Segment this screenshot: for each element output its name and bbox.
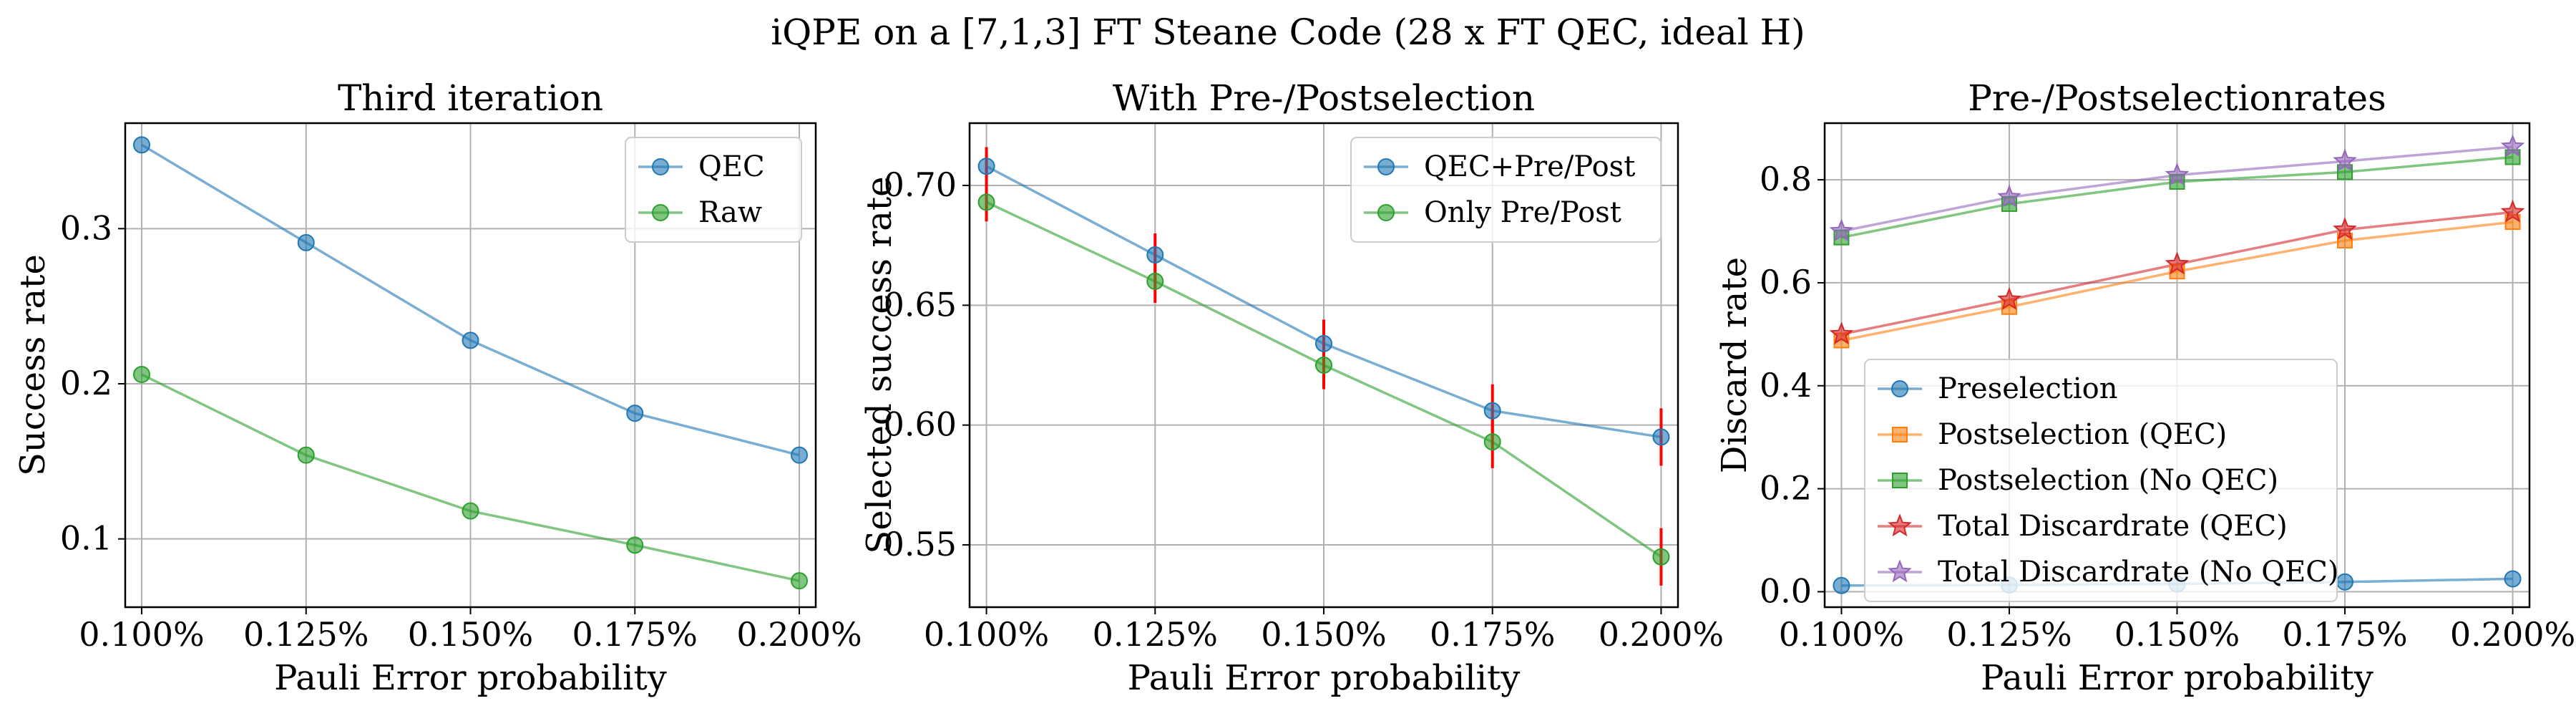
legend-marker	[1888, 513, 1912, 537]
legend-marker	[1892, 427, 1908, 442]
subplot-title: Third iteration	[338, 77, 603, 119]
legend-marker	[1377, 158, 1395, 175]
x-axis-label: Pauli Error probability	[274, 658, 667, 698]
series-1-point	[626, 405, 644, 422]
subplot-title: With Pre-/Postselection	[1113, 77, 1535, 119]
series-2-point	[1652, 548, 1670, 566]
series-5-point	[2500, 134, 2525, 158]
series-5-point	[1997, 184, 2021, 208]
x-tick-label: 0.150%	[2114, 615, 2240, 654]
legend-label: Total Discardrate (QEC)	[1938, 510, 2288, 543]
series-2-point	[1315, 357, 1332, 374]
series-5-point	[1829, 218, 1854, 242]
series-2-point	[462, 502, 479, 520]
x-tick-label: 0.125%	[1946, 615, 2072, 654]
series-4-point	[1997, 286, 2021, 311]
series-2-point	[977, 193, 995, 211]
y-tick-label: 0.60	[884, 405, 957, 444]
legend: QEC Raw	[625, 137, 802, 243]
figure-suptitle: iQPE on a [7,1,3] FT Steane Code (28 x F…	[771, 11, 1805, 53]
series-2-point	[791, 572, 809, 590]
legend-box	[1864, 359, 2338, 602]
y-tick-label: 0.2	[1760, 469, 1812, 508]
legend-label: Total Discardrate (No QEC)	[1938, 556, 2339, 589]
subplot-1: 0.100% 0.125% 0.150% 0.175% 0.200% 0.1 0.2 0.3 T…	[13, 77, 862, 698]
legend-marker	[652, 158, 669, 175]
y-tick-label: 0.2	[60, 364, 112, 402]
series-5-point	[2165, 162, 2190, 186]
series-5-point	[2333, 148, 2357, 172]
y-axis-label: Success rate	[13, 254, 53, 476]
legend-marker	[1377, 204, 1395, 221]
series-2-point	[132, 366, 150, 383]
x-tick-label: 0.200%	[2450, 615, 2575, 654]
x-tick-label: 0.200%	[1599, 615, 1724, 654]
legend-marker	[1891, 380, 1908, 397]
y-tick-label: 0.1	[60, 519, 112, 558]
series-4-point	[1829, 321, 1854, 345]
x-tick-label: 0.175%	[2282, 615, 2407, 654]
y-axis-label: Selected success rate	[859, 176, 899, 553]
subplots: 0.100% 0.125% 0.150% 0.175% 0.200% 0.1 0.2 0.3 T…	[13, 77, 2575, 698]
series-1-point	[1146, 246, 1164, 264]
x-tick-label: 0.125%	[1093, 615, 1218, 654]
series-2-point	[1146, 272, 1164, 290]
x-tick-label: 0.175%	[572, 615, 698, 654]
legend-label: QEC	[698, 150, 765, 183]
y-tick-label: 0.0	[1760, 571, 1812, 610]
series-2-point	[1483, 433, 1501, 451]
x-tick-label: 0.200%	[736, 615, 862, 654]
y-tick-label: 0.70	[884, 165, 957, 204]
series-1-point	[1652, 428, 1670, 446]
legend-marker	[652, 204, 669, 221]
series-1-point	[2504, 570, 2522, 588]
x-tick-label: 0.100%	[924, 615, 1049, 654]
legend-label: QEC+Pre/Post	[1424, 150, 1635, 183]
series-1-point	[791, 446, 809, 464]
series-1-point	[132, 136, 150, 154]
series-1-point	[462, 332, 479, 349]
subplot-3: 0.100% 0.125% 0.150% 0.175% 0.200% 0.0 0.2 0.4 0…	[1714, 77, 2575, 698]
series-1-point	[1483, 402, 1501, 420]
legend-box	[1350, 137, 1662, 243]
y-tick-label: 0.8	[1760, 160, 1812, 198]
series-1-point	[1833, 576, 1850, 594]
x-axis-label: Pauli Error probability	[1981, 658, 2373, 698]
legend: Preselection Postselection (QEC) Postselec…	[1864, 359, 2339, 602]
subplot-2: 0.100% 0.125% 0.150% 0.175% 0.200% 0.55 0.60 0.…	[859, 77, 1724, 698]
x-tick-label: 0.100%	[79, 615, 204, 654]
y-axis-label: Discard rate	[1714, 257, 1755, 473]
series-4-point	[2165, 251, 2190, 275]
series-4-point	[2500, 199, 2525, 223]
series-4-point	[2333, 217, 2357, 241]
subplot-title: Pre-/Postselectionrates	[1968, 77, 2386, 119]
legend-box	[625, 137, 802, 243]
y-tick-label: 0.65	[884, 285, 957, 324]
series-1-point	[977, 158, 995, 175]
x-tick-label: 0.150%	[408, 615, 533, 654]
x-tick-label: 0.100%	[1779, 615, 1904, 654]
y-tick-label: 0.55	[884, 525, 957, 563]
series-2-point	[626, 536, 644, 554]
x-tick-label: 0.125%	[243, 615, 369, 654]
y-tick-label: 0.3	[60, 208, 112, 247]
series-1-point	[2336, 573, 2354, 591]
legend-label: Postselection (QEC)	[1938, 418, 2227, 451]
legend-marker	[1892, 473, 1908, 488]
series-2-point	[297, 446, 315, 464]
legend-label: Only Pre/Post	[1424, 196, 1621, 229]
legend: QEC+Pre/Post Only Pre/Post	[1350, 137, 1662, 243]
legend-label: Raw	[698, 196, 762, 229]
legend-label: Preselection	[1938, 372, 2117, 405]
x-axis-label: Pauli Error probability	[1128, 658, 1521, 698]
legend-label: Postselection (No QEC)	[1938, 464, 2278, 497]
y-tick-label: 0.4	[1760, 366, 1812, 405]
legend-marker	[1888, 559, 1912, 583]
y-tick-label: 0.6	[1760, 263, 1812, 301]
series-1-point	[1315, 334, 1332, 352]
x-tick-label: 0.150%	[1261, 615, 1386, 654]
series-1-point	[297, 233, 315, 251]
x-tick-label: 0.175%	[1430, 615, 1555, 654]
